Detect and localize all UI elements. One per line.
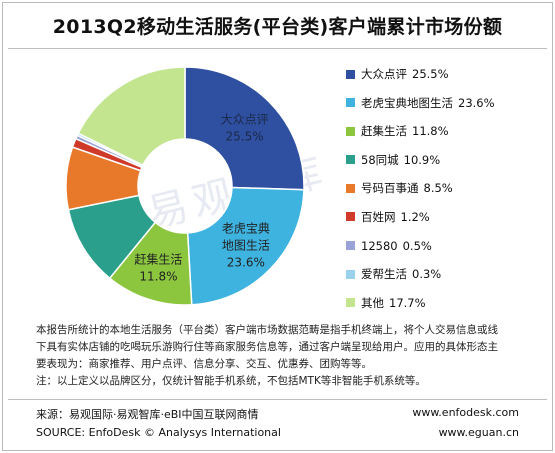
pie-slice [77, 66, 186, 167]
chart-title: 2013Q2移动生活服务(平台类)客户端累计市场份额 [52, 16, 503, 38]
legend-swatch [346, 69, 355, 79]
website-link[interactable]: www.enfodesk.com [412, 406, 519, 419]
legend-label: 爱帮生活 [361, 267, 407, 282]
slice-label: 老虎宝典 [222, 221, 270, 235]
legend-value: 0.3% [412, 267, 442, 282]
legend-swatch [346, 126, 355, 136]
legend-value: 17.7% [389, 295, 426, 310]
source-cn: 来源：易观国际·易观智库·eBI中国互联网商情 [36, 408, 259, 421]
note-line: 下具有实体店铺的吃喝玩乐游购行住等商家服务信息等，通过客户端呈现给用户。应用的具… [36, 341, 498, 353]
slice-label: 23.6% [227, 255, 265, 269]
legend-label: 赶集生活 [361, 124, 407, 139]
legend-swatch [346, 241, 355, 251]
legend-value: 1.2% [400, 209, 430, 224]
legend-item: 号码百事通 8.5% [346, 178, 546, 198]
legend-swatch [346, 212, 355, 222]
footer-divider [8, 399, 547, 400]
definition-note: 本报告所统计的本地生活服务（平台类）客户端市场数据范畴是指手机终端上，将个人交易… [36, 322, 532, 390]
legend-label: 其他 [361, 295, 384, 310]
legend-label: 百姓网 [361, 209, 396, 224]
legend-value: 0.5% [402, 238, 432, 253]
legend-swatch [346, 98, 355, 108]
legend-label: 号码百事通 [361, 181, 419, 196]
chart-legend: 大众点评 25.5% 老虎宝典地图生活 23.6% 赶集生活 11.8% 58同城 10… [346, 64, 546, 321]
legend-value: 23.6% [458, 95, 495, 110]
legend-item: 赶集生活 11.8% [346, 121, 546, 141]
donut-chart: 大众点评 25.5% 老虎宝典地图生活 23.6% 赶集生活 11.8% [65, 66, 305, 306]
legend-value: 11.8% [412, 124, 449, 139]
slice-label: 地图生活 [222, 238, 270, 252]
legend-swatch [346, 298, 355, 308]
note-line: 注：以上定义以品牌区分，仅统计智能手机系统，不包括MTK等非智能手机系统等。 [36, 375, 426, 387]
legend-item: 其他 17.7% [346, 293, 546, 313]
note-line: 要表现为：商家推荐、用户点评、信息分享、交互、优惠券、团购等等。 [36, 358, 372, 370]
legend-item: 12580 0.5% [346, 236, 546, 256]
legend-swatch [346, 269, 355, 279]
pie-slice [184, 66, 305, 191]
legend-swatch [346, 155, 355, 165]
source-en: SOURCE: EnfoDesk © Analysys Internationa… [36, 426, 281, 439]
slice-label: 11.8% [139, 269, 177, 283]
legend-label: 12580 [361, 238, 398, 253]
legend-value: 10.9% [403, 152, 441, 167]
legend-swatch [346, 183, 355, 193]
title-divider [8, 48, 547, 49]
pie-slice [186, 186, 305, 306]
legend-value: 25.5% [412, 67, 449, 81]
legend-item: 58同城 10.9% [346, 150, 546, 170]
note-line: 本报告所统计的本地生活服务（平台类）客户端市场数据范畴是指手机终端上，将个人交易… [36, 324, 498, 336]
slice-label: 大众点评 [221, 113, 269, 127]
legend-label: 大众点评 [361, 67, 407, 81]
legend-item: 老虎宝典地图生活 23.6% [346, 93, 546, 113]
legend-item: 大众点评 25.5% [346, 64, 546, 84]
slice-label: 25.5% [226, 130, 264, 144]
legend-label: 58同城 [361, 152, 399, 167]
legend-item: 爱帮生活 0.3% [346, 264, 546, 284]
website-link[interactable]: www.eguan.cn [438, 426, 519, 439]
slice-label: 赶集生活 [134, 251, 182, 266]
legend-label: 老虎宝典地图生活 [361, 95, 453, 110]
legend-item: 百姓网 1.2% [346, 207, 546, 227]
legend-value: 8.5% [423, 181, 453, 196]
